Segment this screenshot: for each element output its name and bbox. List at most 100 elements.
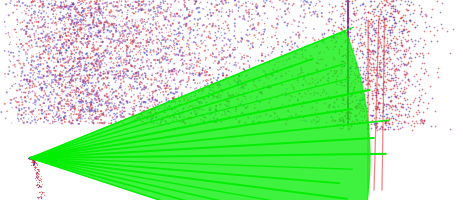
Point bbox=[215, 112, 222, 115]
Point bbox=[300, 0, 308, 2]
Point bbox=[169, 100, 176, 103]
Point bbox=[193, 60, 200, 63]
Point bbox=[160, 84, 168, 88]
Point bbox=[81, 19, 89, 22]
Point bbox=[300, 16, 307, 19]
Point bbox=[292, 113, 299, 116]
Point bbox=[344, 34, 351, 37]
Point bbox=[421, 13, 429, 17]
Point bbox=[382, 56, 389, 60]
Point bbox=[365, 21, 373, 24]
Point bbox=[344, 9, 351, 13]
Point bbox=[412, 72, 419, 76]
Point bbox=[379, 35, 387, 39]
Point bbox=[122, 57, 129, 60]
Point bbox=[87, 104, 94, 107]
Point bbox=[72, 101, 79, 104]
Point bbox=[170, 52, 177, 55]
Point bbox=[69, 103, 76, 106]
Point bbox=[165, 122, 172, 125]
Point bbox=[75, 73, 82, 76]
Point bbox=[344, 31, 351, 34]
Point bbox=[194, 97, 201, 100]
Point bbox=[60, 47, 68, 50]
Point bbox=[134, 10, 142, 13]
Point bbox=[344, 112, 351, 115]
Point bbox=[123, 68, 130, 71]
Point bbox=[173, 12, 181, 15]
Point bbox=[71, 107, 79, 110]
Point bbox=[15, 0, 23, 3]
Point bbox=[125, 32, 133, 36]
Point bbox=[73, 21, 80, 24]
Point bbox=[396, 17, 403, 20]
Point bbox=[387, 61, 394, 65]
Point bbox=[144, 28, 151, 31]
Point bbox=[395, 48, 403, 51]
Point bbox=[188, 41, 195, 44]
Point bbox=[299, 40, 306, 44]
Point bbox=[153, 53, 160, 56]
Point bbox=[81, 80, 88, 83]
Point bbox=[17, 67, 25, 70]
Point bbox=[58, 6, 65, 9]
Point bbox=[77, 98, 85, 101]
Point bbox=[351, 61, 358, 65]
Point bbox=[337, 69, 344, 72]
Point bbox=[148, 103, 156, 107]
Point bbox=[379, 92, 386, 95]
Point bbox=[63, 43, 70, 46]
Point bbox=[144, 29, 152, 32]
Point bbox=[80, 18, 88, 22]
Point bbox=[404, 114, 412, 118]
Point bbox=[372, 107, 379, 110]
Point bbox=[85, 23, 92, 26]
Point bbox=[344, 52, 351, 56]
Point bbox=[213, 84, 221, 87]
Point bbox=[350, 73, 358, 76]
Point bbox=[374, 101, 381, 104]
Point bbox=[344, 88, 351, 91]
Point bbox=[344, 45, 351, 49]
Point bbox=[248, 44, 256, 47]
Point bbox=[413, 113, 420, 116]
Point bbox=[81, 69, 88, 72]
Point bbox=[344, 21, 351, 24]
Point bbox=[84, 35, 92, 39]
Point bbox=[367, 97, 375, 100]
Point bbox=[307, 58, 314, 62]
Point bbox=[344, 92, 351, 96]
Point bbox=[219, 91, 226, 94]
Point bbox=[196, 73, 204, 76]
Point bbox=[362, 16, 369, 19]
Point bbox=[138, 82, 145, 85]
Point bbox=[353, 102, 361, 105]
Point bbox=[38, 109, 45, 112]
Point bbox=[48, 4, 56, 8]
Point bbox=[224, 14, 231, 17]
Point bbox=[409, 124, 417, 127]
Point bbox=[320, 89, 327, 93]
Point bbox=[208, 25, 215, 28]
Point bbox=[104, 83, 112, 87]
Point bbox=[253, 6, 260, 9]
Point bbox=[112, 58, 119, 61]
Point bbox=[267, 51, 275, 55]
Point bbox=[143, 82, 150, 85]
Point bbox=[106, 90, 114, 93]
Point bbox=[84, 11, 92, 15]
Point bbox=[95, 7, 103, 10]
Point bbox=[116, 110, 124, 113]
Point bbox=[173, 73, 180, 76]
Point bbox=[361, 22, 369, 25]
Point bbox=[181, 4, 188, 7]
Point bbox=[387, 0, 394, 3]
Point bbox=[31, 160, 38, 163]
Point bbox=[111, 102, 118, 105]
Point bbox=[415, 82, 422, 85]
Point bbox=[370, 116, 377, 119]
Point bbox=[241, 95, 248, 98]
Point bbox=[136, 8, 143, 11]
Point bbox=[175, 32, 182, 35]
Point bbox=[108, 57, 115, 60]
